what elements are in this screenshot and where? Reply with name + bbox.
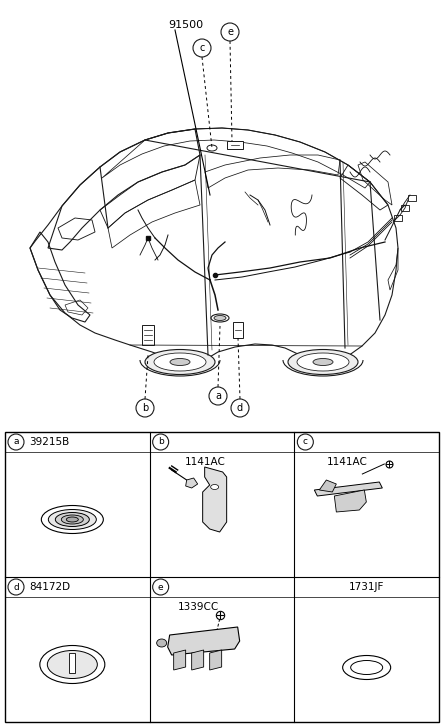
Ellipse shape <box>207 145 217 151</box>
Bar <box>394 215 402 221</box>
Ellipse shape <box>48 510 96 529</box>
Text: c: c <box>303 438 308 446</box>
Bar <box>401 205 409 211</box>
Text: c: c <box>199 43 205 53</box>
Polygon shape <box>314 482 382 496</box>
Bar <box>69 653 75 672</box>
Text: b: b <box>142 403 148 413</box>
Ellipse shape <box>61 515 83 524</box>
Text: a: a <box>13 438 19 446</box>
Ellipse shape <box>288 350 358 374</box>
Circle shape <box>221 23 239 41</box>
Bar <box>142 325 154 345</box>
Ellipse shape <box>157 639 166 647</box>
Text: 1141AC: 1141AC <box>185 457 226 467</box>
Ellipse shape <box>56 513 89 526</box>
Ellipse shape <box>66 517 78 522</box>
Ellipse shape <box>343 656 391 680</box>
Text: b: b <box>158 438 163 446</box>
Text: 39215B: 39215B <box>29 437 69 447</box>
Polygon shape <box>210 650 222 670</box>
Bar <box>233 322 243 338</box>
Circle shape <box>136 399 154 417</box>
Bar <box>408 195 416 201</box>
Text: e: e <box>158 582 163 592</box>
Ellipse shape <box>48 651 97 678</box>
Text: d: d <box>13 582 19 592</box>
Text: d: d <box>237 403 243 413</box>
Bar <box>227 141 243 149</box>
Ellipse shape <box>214 316 226 321</box>
Polygon shape <box>319 480 337 492</box>
Circle shape <box>231 399 249 417</box>
Text: 91500: 91500 <box>168 20 203 30</box>
Polygon shape <box>174 650 186 670</box>
Polygon shape <box>192 650 204 670</box>
Text: 1731JF: 1731JF <box>349 582 385 592</box>
Circle shape <box>153 579 169 595</box>
Polygon shape <box>186 478 198 488</box>
Text: 1339CC: 1339CC <box>178 602 219 612</box>
Bar <box>5 432 439 722</box>
Text: 1141AC: 1141AC <box>326 457 367 467</box>
Ellipse shape <box>145 350 215 374</box>
Ellipse shape <box>351 661 383 675</box>
Circle shape <box>8 434 24 450</box>
Ellipse shape <box>297 353 349 371</box>
Text: e: e <box>227 27 233 37</box>
Circle shape <box>297 434 313 450</box>
Ellipse shape <box>41 505 103 534</box>
Text: 84172D: 84172D <box>29 582 70 592</box>
Polygon shape <box>202 467 227 532</box>
Polygon shape <box>334 490 366 512</box>
Circle shape <box>8 579 24 595</box>
Circle shape <box>153 434 169 450</box>
Ellipse shape <box>313 358 333 366</box>
Text: a: a <box>215 391 221 401</box>
Circle shape <box>193 39 211 57</box>
Ellipse shape <box>210 484 218 489</box>
Circle shape <box>209 387 227 405</box>
Ellipse shape <box>154 353 206 371</box>
Ellipse shape <box>170 358 190 366</box>
Polygon shape <box>168 627 240 655</box>
Ellipse shape <box>40 646 105 683</box>
Ellipse shape <box>211 314 229 322</box>
